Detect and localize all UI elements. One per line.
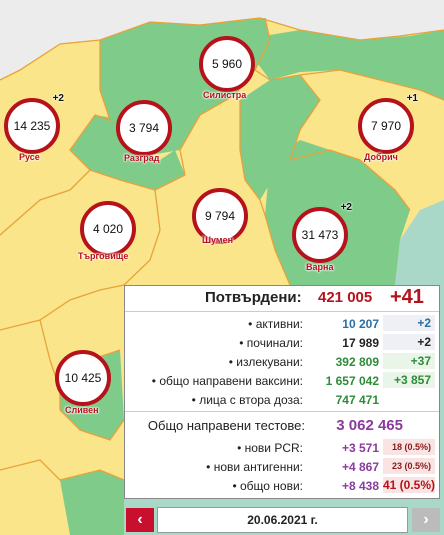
confirmed-delta: +41 <box>390 286 424 308</box>
region-count: 9 794 <box>204 209 236 223</box>
confirmed-total: 421 005 <box>318 289 373 306</box>
region-name: Търговище <box>78 251 129 261</box>
region-marker-dobrich[interactable]: 7 970 +1 Добрич <box>358 93 418 162</box>
neighbour-country <box>0 0 444 80</box>
region-delta: +1 <box>406 93 418 104</box>
stats-panel: Потвърдени: 421 005 +41 • активни: 10 20… <box>124 285 440 499</box>
chevron-right-icon: › <box>423 511 429 528</box>
stat-label: • нови PCR: <box>237 441 303 455</box>
stat-value: 392 809 <box>335 355 379 369</box>
region-marker-varna[interactable]: 31 473 +2 Варна <box>292 202 352 272</box>
stat-delta: +3 857 <box>383 372 435 388</box>
region-count: 7 970 <box>370 119 402 133</box>
region-south <box>60 470 124 535</box>
stat-value: 1 657 042 <box>325 374 379 388</box>
tests-total-row: Общо направени тестове: 3 062 465 <box>125 416 439 438</box>
stat-label: • общо направени ваксини: <box>151 374 303 388</box>
stat-delta: +2 <box>383 334 435 350</box>
divider <box>125 311 439 312</box>
region-name: Силистра <box>203 90 247 100</box>
region-name: Шумен <box>202 235 234 245</box>
count-circle: 10 425 <box>55 350 111 406</box>
stat-label: • нови антигенни: <box>206 460 303 474</box>
region-name: Русе <box>19 152 40 162</box>
sea-area <box>395 200 444 285</box>
stat-value: +8 438 <box>341 479 379 493</box>
region-count: 10 425 <box>64 371 102 385</box>
stat-label: • излекувани: <box>228 355 303 369</box>
count-circle: 3 794 <box>116 100 172 156</box>
date-display: 20.06.2021 г. <box>157 507 408 533</box>
test-row-total-new: • общо нови: +8 438 41 (0.5%) <box>125 476 439 495</box>
chevron-left-icon: ‹ <box>137 511 143 528</box>
tests-label: Общо направени тестове: <box>147 418 305 433</box>
stat-value: 10 207 <box>342 317 379 331</box>
region-borders <box>0 17 444 481</box>
region-name: Добрич <box>364 152 398 162</box>
count-circle: 7 970 <box>358 98 414 154</box>
stat-row-recovered: • излекувани: 392 809 +37 <box>125 352 439 371</box>
stat-delta: 23 (0.5%) <box>383 458 435 474</box>
count-circle: 5 960 <box>199 36 255 92</box>
count-circle: 9 794 <box>192 188 248 244</box>
stat-label: • активни: <box>248 317 303 331</box>
stat-delta: +2 <box>383 315 435 331</box>
stat-label: • починали: <box>239 336 303 350</box>
stat-delta: 18 (0.5%) <box>383 439 435 455</box>
region-name: Варна <box>306 262 334 272</box>
prev-day-button[interactable]: ‹ <box>126 508 154 532</box>
confirmed-label: Потвърдени: <box>205 289 302 306</box>
region-marker-shumen[interactable]: 9 794 Шумен <box>192 188 248 245</box>
stat-row-second-dose: • лица с втора доза: 747 471 <box>125 390 439 409</box>
region-delta: +2 <box>340 202 352 213</box>
stat-row-deaths: • починали: 17 989 +2 <box>125 333 439 352</box>
count-circle: 14 235 <box>4 98 60 154</box>
confirmed-header: Потвърдени: 421 005 +41 <box>125 286 439 310</box>
stat-delta <box>383 391 435 407</box>
region-marker-razgrad[interactable]: 3 794 Разград <box>116 100 172 163</box>
test-row-pcr: • нови PCR: +3 571 18 (0.5%) <box>125 438 439 457</box>
stat-value: 17 989 <box>342 336 379 350</box>
divider <box>125 411 439 412</box>
stat-row-active: • активни: 10 207 +2 <box>125 314 439 333</box>
region-marker-targovishte[interactable]: 4 020 Търговище <box>78 201 136 261</box>
stat-row-vaccines: • общо направени ваксини: 1 657 042 +3 8… <box>125 371 439 390</box>
region-shumen-east <box>240 75 320 200</box>
region-count: 31 473 <box>301 228 339 242</box>
region-marker-sliven[interactable]: 10 425 Сливен <box>55 350 111 415</box>
region-name: Разград <box>124 153 160 163</box>
stat-delta: 41 (0.5%) <box>383 477 436 493</box>
stat-value: +4 867 <box>341 460 379 474</box>
stat-label: • лица с втора доза: <box>191 393 303 407</box>
region-delta: +2 <box>52 93 64 104</box>
tests-total: 3 062 465 <box>336 417 403 434</box>
region-name: Сливен <box>65 405 99 415</box>
region-marker-ruse[interactable]: 14 235 +2 Русе <box>4 93 64 162</box>
count-circle: 31 473 <box>292 207 348 263</box>
region-count: 4 020 <box>92 222 124 236</box>
test-row-antigen: • нови антигенни: +4 867 23 (0.5%) <box>125 457 439 476</box>
region-count: 14 235 <box>13 119 51 133</box>
stat-label: • общо нови: <box>232 479 303 493</box>
stat-delta: +37 <box>383 353 435 369</box>
stat-value: 747 471 <box>335 393 379 407</box>
region-razgrad-west <box>70 115 185 190</box>
next-day-button[interactable]: › <box>412 508 440 532</box>
region-marker-silistra[interactable]: 5 960 Силистра <box>199 36 255 100</box>
region-dobrich-north <box>240 30 444 100</box>
count-circle: 4 020 <box>80 201 136 257</box>
region-count: 5 960 <box>211 57 243 71</box>
stat-value: +3 571 <box>341 441 379 455</box>
region-count: 3 794 <box>128 121 160 135</box>
